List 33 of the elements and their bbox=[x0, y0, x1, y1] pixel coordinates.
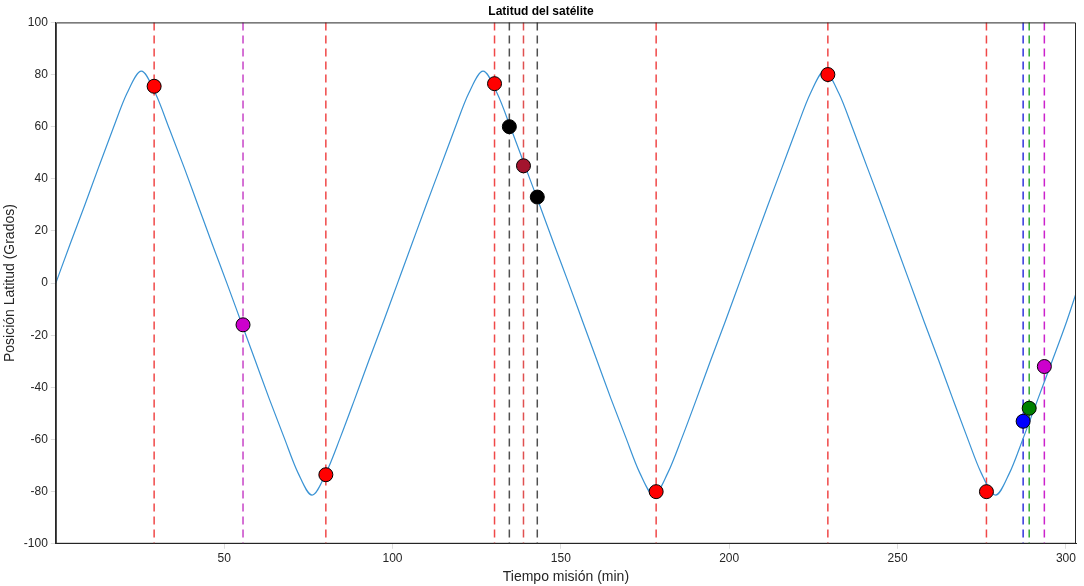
point bbox=[648, 484, 664, 500]
point bbox=[820, 67, 836, 83]
y-tick-label: 60 bbox=[34, 118, 49, 133]
y-tick-label: 0 bbox=[41, 275, 49, 290]
point bbox=[501, 119, 517, 135]
x-tick-label: 300 bbox=[1055, 551, 1077, 566]
x-tick-label: 200 bbox=[719, 551, 740, 566]
y-tick-label: 20 bbox=[34, 223, 49, 238]
y-axis-title: Posición Latitud (Grados) bbox=[1, 204, 18, 363]
y-tick-label: -80 bbox=[30, 483, 49, 498]
point bbox=[1015, 413, 1031, 429]
y-tick-label: 80 bbox=[34, 66, 49, 81]
y-tick-label: -60 bbox=[30, 431, 49, 446]
y-tick-label: 100 bbox=[27, 14, 49, 29]
y-tick-label: -20 bbox=[30, 327, 49, 342]
y-tick-label: -100 bbox=[23, 536, 49, 551]
x-tick-label: 100 bbox=[382, 551, 403, 566]
x-tick-label: 150 bbox=[550, 551, 572, 566]
point bbox=[529, 189, 545, 205]
x-axis-title: Tiempo misión (min) bbox=[502, 568, 630, 585]
chart-title: Latitud del satélite bbox=[488, 3, 594, 18]
point bbox=[1021, 400, 1037, 416]
point bbox=[487, 76, 503, 92]
point bbox=[146, 78, 162, 94]
point bbox=[978, 484, 994, 500]
point bbox=[1036, 359, 1052, 375]
point bbox=[235, 317, 251, 333]
point bbox=[318, 467, 334, 483]
x-tick-label: 50 bbox=[217, 551, 232, 566]
y-tick-label: -40 bbox=[30, 379, 49, 394]
x-tick-label: 250 bbox=[887, 551, 908, 566]
y-tick-label: 40 bbox=[34, 171, 49, 186]
point bbox=[515, 158, 531, 174]
